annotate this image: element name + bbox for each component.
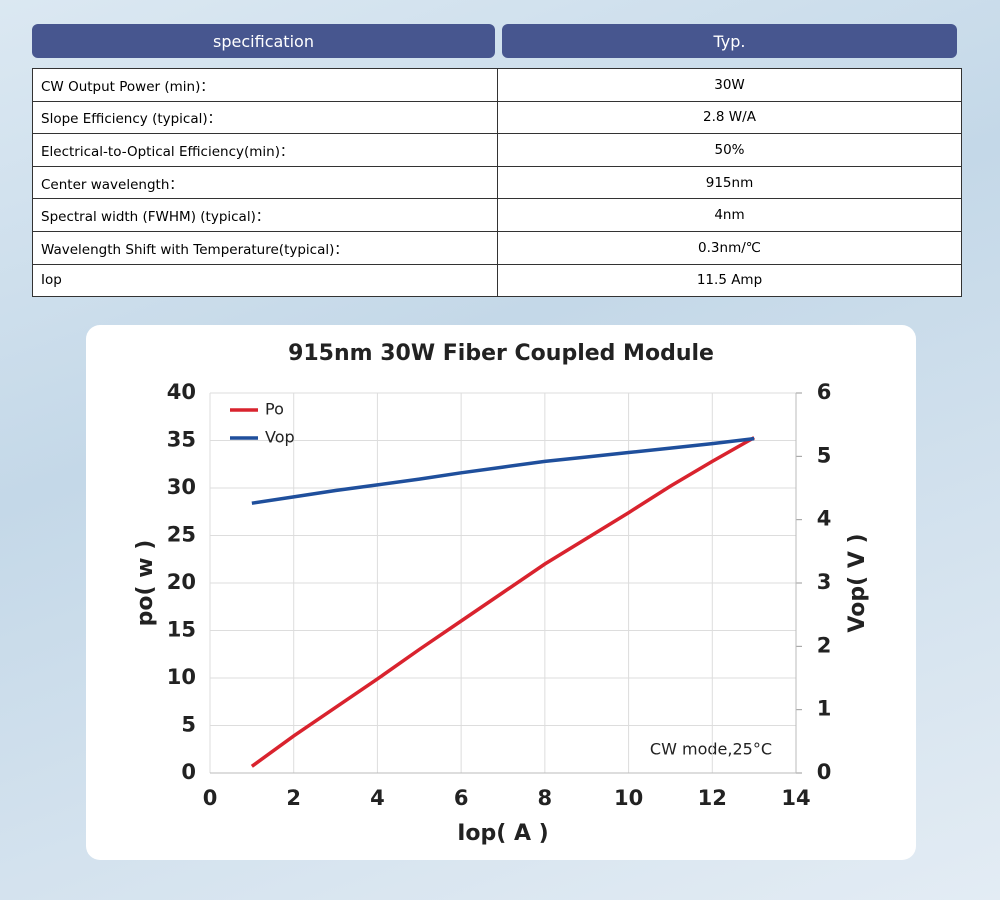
y2-tick-label: 4 <box>817 507 832 531</box>
x-tick-label: 4 <box>370 786 385 810</box>
table-cell: CW Output Power (min)： <box>32 68 498 102</box>
legend-label: Po <box>265 400 284 419</box>
table-cell: Slope Efficiency (typical)： <box>32 100 498 135</box>
y-tick-label: 30 <box>167 475 196 499</box>
x-tick-label: 2 <box>286 786 301 810</box>
x-tick-label: 14 <box>781 786 810 810</box>
x-tick-label: 10 <box>614 786 643 810</box>
x-tick-label: 6 <box>454 786 469 810</box>
series-line <box>251 436 755 505</box>
y-tick-label: 5 <box>181 713 196 737</box>
annotation: CW mode,25°C <box>650 740 772 759</box>
y2-tick-label: 6 <box>817 380 832 404</box>
table-cell: 11.5 Amp <box>497 263 962 298</box>
table-row: Iop 11.5 Amp <box>32 263 962 298</box>
table-cell: 30W <box>497 68 962 102</box>
table-cell: Iop <box>32 263 498 298</box>
y2-axis-label: Vop( V ) <box>845 533 870 632</box>
table-cell: Center wavelength： <box>32 165 498 200</box>
y2-tick-label: 5 <box>817 443 832 467</box>
table-cell: 915nm <box>497 165 962 200</box>
x-tick-label: 8 <box>538 786 553 810</box>
y-tick-label: 25 <box>167 523 196 547</box>
table-row: Wavelength Shift with Temperature(typica… <box>32 230 962 265</box>
x-axis-label: Iop( A ) <box>457 821 549 846</box>
series-line <box>250 436 756 768</box>
table-row: Electrical-to-Optical Efficiency(min)： 50… <box>32 133 962 167</box>
table-cell: Wavelength Shift with Temperature(typica… <box>32 230 498 265</box>
y-tick-label: 15 <box>167 618 196 642</box>
table-cell: 50% <box>497 133 962 167</box>
table-cell: Electrical-to-Optical Efficiency(min)： <box>32 133 498 167</box>
legend-label: Vop <box>265 428 295 447</box>
x-tick-label: 0 <box>203 786 218 810</box>
y-tick-label: 0 <box>181 760 196 784</box>
header-cell: Typ. <box>502 24 957 58</box>
y-tick-label: 20 <box>167 570 196 594</box>
y2-tick-label: 3 <box>817 570 832 594</box>
header-cell: specification <box>32 24 495 58</box>
x-tick-label: 12 <box>698 786 727 810</box>
y-tick-label: 10 <box>167 665 196 689</box>
y-tick-label: 40 <box>167 380 196 404</box>
table-row: Slope Efficiency (typical)： 2.8 W/A <box>32 100 962 135</box>
y2-tick-label: 1 <box>817 697 832 721</box>
chart-title: 915nm 30W Fiber Coupled Module <box>288 341 714 366</box>
table-cell: 4nm <box>497 198 962 232</box>
table-row: Center wavelength： 915nm <box>32 165 962 200</box>
y-tick-label: 35 <box>167 428 196 452</box>
y2-tick-label: 2 <box>817 633 832 657</box>
table-row: CW Output Power (min)： 30W <box>32 68 962 102</box>
y2-tick-label: 0 <box>817 760 832 784</box>
spec-table: CW Output Power (min)： 30W Slope Efficienc… <box>32 68 962 298</box>
y-axis-label: po( w ) <box>133 540 158 627</box>
